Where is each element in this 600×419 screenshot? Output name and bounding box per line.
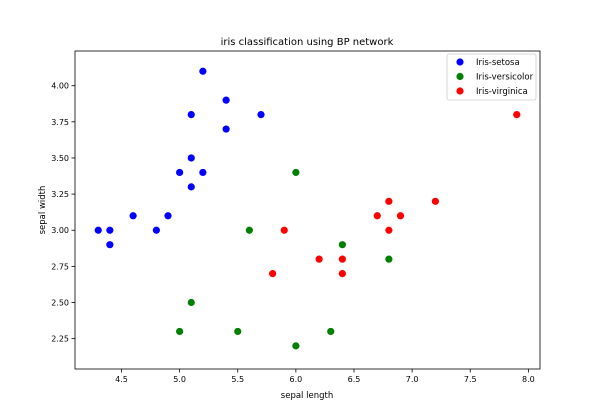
data-point	[513, 111, 521, 119]
chart-title: iris classification using BP network	[221, 37, 394, 48]
y-tick-label: 4.00	[51, 82, 69, 91]
series-iris-setosa	[94, 67, 265, 249]
x-axis-label: sepal length	[281, 391, 333, 401]
plot-area	[94, 67, 521, 350]
data-point	[187, 111, 195, 119]
data-point	[315, 255, 323, 263]
data-point	[176, 168, 184, 177]
data-point	[106, 241, 114, 249]
x-tick-label: 6.5	[348, 375, 361, 384]
y-tick-label: 2.75	[51, 262, 69, 271]
data-point	[385, 255, 393, 263]
legend: Iris-setosa Iris-versicolor Iris-virginica	[446, 53, 537, 101]
data-point	[245, 226, 253, 234]
data-point	[373, 212, 381, 220]
legend-label: Iris-virginica	[476, 87, 528, 97]
data-point	[257, 111, 265, 119]
data-point	[199, 168, 207, 177]
data-point	[338, 255, 346, 263]
data-point	[292, 168, 300, 177]
data-point	[199, 67, 207, 75]
y-tick-label: 3.50	[51, 154, 69, 163]
series-iris-versicolor	[176, 168, 393, 350]
data-point	[327, 327, 335, 336]
data-point	[385, 197, 393, 205]
data-point	[431, 197, 439, 205]
data-point	[234, 327, 242, 336]
data-point	[222, 125, 230, 133]
legend-marker	[456, 87, 464, 95]
data-point	[164, 212, 172, 220]
y-tick-label: 2.25	[51, 335, 69, 344]
y-tick-label: 2.50	[51, 299, 69, 308]
data-point	[94, 226, 102, 234]
data-point	[292, 342, 300, 350]
x-tick-label: 4.5	[115, 375, 128, 384]
x-axis: 4.5 5.0 5.5 6.0 6.5 7.0 7.5 8.0	[115, 369, 535, 384]
x-tick-label: 7.5	[464, 375, 477, 384]
y-tick-label: 3.00	[51, 226, 69, 235]
data-point	[187, 298, 195, 307]
legend-marker	[456, 58, 464, 66]
y-axis: 2.25 2.50 2.75 3.00 3.25 3.50 3.75 4.00	[51, 82, 75, 344]
data-point	[385, 226, 393, 234]
x-tick-label: 6.0	[290, 375, 303, 384]
x-tick-label: 7.0	[406, 375, 419, 384]
data-point	[396, 212, 405, 220]
data-point	[176, 327, 184, 336]
data-point	[187, 183, 195, 191]
data-point	[222, 96, 230, 104]
legend-marker	[456, 72, 464, 81]
data-point	[106, 226, 114, 234]
legend-label: Iris-setosa	[476, 58, 520, 68]
x-tick-label: 8.0	[522, 375, 535, 384]
y-tick-label: 3.75	[51, 118, 69, 127]
y-axis-label: sepal width	[38, 186, 48, 235]
x-tick-label: 5.0	[173, 375, 186, 384]
legend-box	[446, 53, 537, 101]
axes-frame	[74, 50, 541, 370]
data-point	[338, 270, 346, 278]
data-point	[269, 270, 277, 278]
series-iris-virginica	[269, 111, 521, 278]
data-point	[280, 226, 288, 234]
legend-label: Iris-versicolor	[476, 73, 534, 83]
data-point	[152, 226, 160, 234]
x-tick-label: 5.5	[231, 375, 244, 384]
y-tick-label: 3.25	[51, 190, 69, 199]
data-point	[129, 212, 137, 220]
data-point	[338, 241, 346, 249]
data-point	[187, 154, 195, 162]
